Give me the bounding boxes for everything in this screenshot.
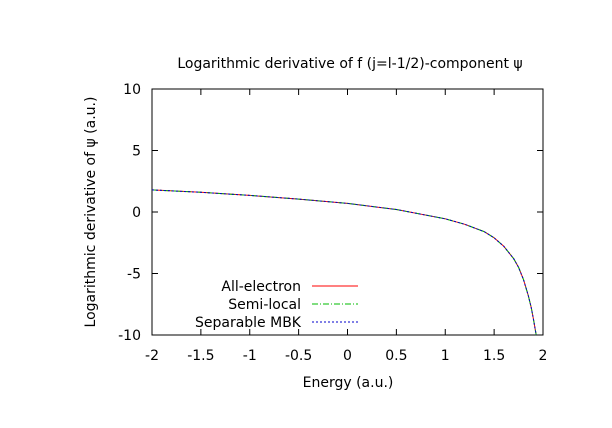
series-line-1 [151,189,537,336]
x-tick-label: 1 [441,348,450,364]
y-axis-label: Logarithmic derivative of ψ (a.u.) [83,97,99,328]
y-tick-label: 5 [132,144,141,160]
x-tick-label: 1.5 [483,348,505,364]
y-tick-label: -5 [127,267,141,283]
legend: All-electron Semi-local Separable MBK [195,279,358,331]
x-tick-label: -1 [243,348,257,364]
y-tick-label: 10 [123,82,141,98]
x-axis-label: Energy (a.u.) [303,375,394,391]
y-tick-label: 0 [132,205,141,221]
series-lines [151,189,537,336]
chart-title: Logarithmic derivative of f (j=l-1/2)-co… [177,56,522,72]
x-tick-label: 0.5 [385,348,407,364]
legend-label: Semi-local [228,297,301,313]
plot-frame [151,88,544,336]
x-tick-label: -2 [145,348,159,364]
x-tick-label: -0.5 [285,348,312,364]
x-tick-label: -1.5 [187,348,214,364]
axis-ticks: -2 -1.5 -1 -0.5 0 0.5 1 1.5 2 10 5 0 -5 -10 [118,82,547,364]
series-line-2 [151,189,537,336]
x-tick-label: 0 [343,348,352,364]
legend-label: Separable MBK [195,315,302,331]
legend-label: All-electron [221,279,301,295]
y-tick-label: -10 [118,328,141,344]
series-line-3 [151,189,537,336]
x-tick-label: 2 [539,348,548,364]
